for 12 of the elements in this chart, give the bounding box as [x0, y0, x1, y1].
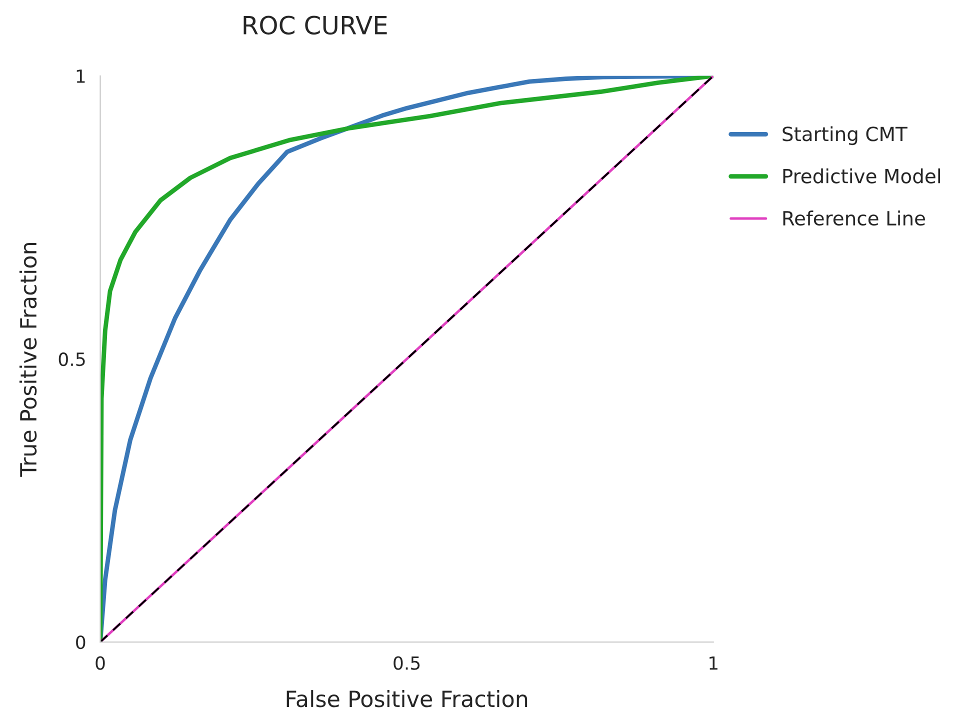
x-tick-label: 0.5	[394, 656, 420, 670]
chart-title: ROC CURVE	[244, 16, 387, 35]
legend-label: Predictive Model	[783, 168, 940, 184]
y-axis-title: True Positive Fraction	[19, 243, 37, 477]
x-tick-label: 0	[96, 656, 105, 670]
y-tick-label: 0.5	[58, 352, 85, 366]
y-tick-label: 1	[76, 70, 85, 83]
y-tick-label: 0	[76, 635, 86, 650]
legend-label: Reference Line	[783, 210, 925, 226]
x-tick-label: 1	[710, 656, 718, 670]
legend-label: Starting CMT	[782, 126, 908, 146]
x-axis-title: False Positive Fraction	[286, 690, 528, 708]
